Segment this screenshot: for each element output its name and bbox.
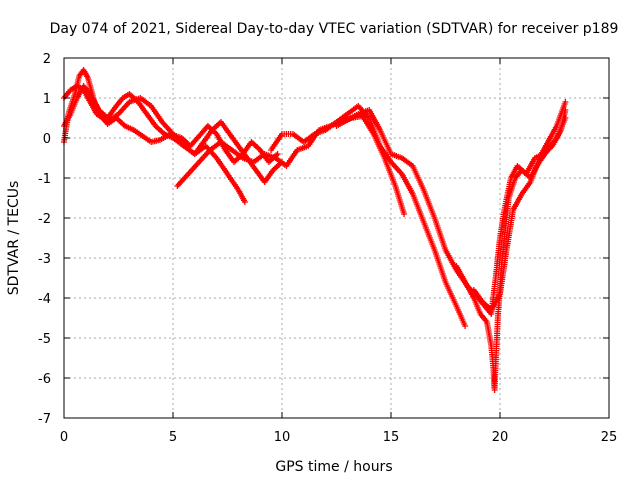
x-tick-label: 5 <box>169 430 177 445</box>
axis-ticks: 0 5 10 15 20 25 -7 -6 -5 -4 -3 -2 -1 0 1 2 <box>38 52 617 445</box>
y-tick-label: 2 <box>43 52 51 67</box>
x-tick-label: 25 <box>601 430 618 445</box>
y-tick-label: 1 <box>43 92 51 107</box>
series-markers <box>61 67 281 165</box>
series-arc-8 <box>470 99 569 313</box>
x-tick-label: 15 <box>383 430 400 445</box>
y-tick-label: -5 <box>38 332 51 347</box>
x-tick-label: 10 <box>274 430 291 445</box>
series-arc-5 <box>268 103 469 329</box>
y-tick-label: -7 <box>38 412 51 427</box>
x-axis-label: GPS time / hours <box>275 459 392 475</box>
series-markers <box>268 103 469 329</box>
plot-frame <box>63 57 610 419</box>
series-markers <box>470 99 569 313</box>
y-tick-label: -4 <box>38 292 51 307</box>
x-tick-label: 0 <box>60 430 68 445</box>
y-tick-label: -2 <box>38 212 51 227</box>
series-arc-7 <box>453 115 569 393</box>
y-axis-label: SDTVAR / TECUs <box>6 181 22 296</box>
x-tick-label: 20 <box>492 430 509 445</box>
grid-lines <box>64 58 609 418</box>
y-tick-label: -3 <box>38 252 51 267</box>
series-markers <box>453 115 569 393</box>
series-arc-1 <box>61 67 281 165</box>
y-tick-label: 0 <box>43 132 51 147</box>
data-series <box>61 67 569 393</box>
y-tick-label: -1 <box>38 172 51 187</box>
chart-title: Day 074 of 2021, Sidereal Day-to-day VTE… <box>50 21 619 37</box>
y-tick-label: -6 <box>38 372 51 387</box>
